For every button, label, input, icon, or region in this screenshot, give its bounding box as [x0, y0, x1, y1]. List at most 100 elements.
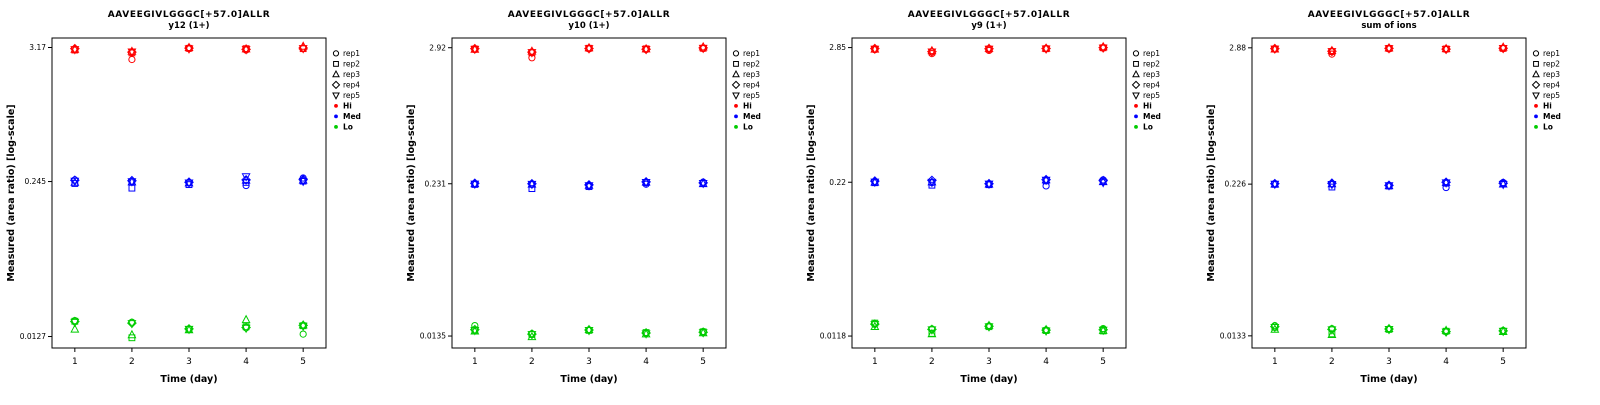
data-point-lo-rep3 — [241, 314, 251, 324]
data-point-lo-rep5 — [1098, 326, 1108, 336]
data-point-lo-rep5 — [927, 326, 937, 335]
data-point-hi-rep3 — [527, 46, 537, 55]
data-point-lo-rep5 — [698, 329, 708, 338]
chart-subtitle: y12 (1+) — [168, 21, 209, 31]
data-point-lo-rep5 — [1327, 326, 1337, 335]
data-point-med-rep2 — [528, 185, 536, 193]
chart-title: AAVEEGIVLGGGC[+57.0]ALLR — [108, 10, 271, 20]
legend-label-lo: Lo — [743, 123, 753, 132]
data-point-hi-rep3 — [241, 43, 251, 53]
legend-label-rep2: rep2 — [1143, 60, 1160, 69]
x-tick-label: 2 — [1329, 357, 1335, 367]
data-point-med-rep5 — [641, 179, 651, 188]
legend-marker-lo — [1134, 125, 1138, 129]
y-axis-label: Measured (area ratio) [log-scale] — [6, 104, 17, 281]
legend-label-med: Med — [743, 112, 761, 121]
data-point-lo-rep5 — [584, 327, 594, 336]
data-points — [69, 41, 309, 342]
legend-marker-med — [734, 114, 738, 119]
plot-box — [451, 37, 727, 349]
chart-panel-3: AAVEEGIVLGGGC[+57.0]ALLR y9 (1+) 2.85 0.22 0… — [800, 0, 1200, 400]
data-point-lo-rep5 — [1498, 327, 1508, 337]
data-point-med-rep5 — [927, 178, 937, 188]
data-point-med-rep5 — [1270, 180, 1280, 190]
x-axis-label: Time (day) — [1360, 374, 1417, 385]
data-point-lo-rep5 — [70, 318, 80, 328]
data-point-med-rep5 — [241, 173, 251, 182]
chart-subtitle: y10 (1+) — [568, 21, 609, 31]
legend-marker-rep4 — [1131, 80, 1141, 90]
chart-panel-2: AAVEEGIVLGGGC[+57.0]ALLR y10 (1+) 2.92 0.23… — [400, 0, 800, 400]
data-point-lo-rep5 — [127, 320, 137, 329]
legend-label-rep5: rep5 — [343, 91, 360, 100]
y-tick-label: 0.245 — [25, 177, 47, 186]
data-point-hi-rep5 — [1327, 48, 1337, 57]
chart-title: AAVEEGIVLGGGC[+57.0]ALLR — [908, 10, 1071, 20]
legend-label-lo: Lo — [1543, 123, 1553, 132]
legend-marker-lo — [734, 125, 738, 129]
chart-subtitle: y9 (1+) — [971, 21, 1006, 31]
data-point-lo-rep1 — [299, 330, 307, 338]
legend-label-rep5: rep5 — [1143, 91, 1160, 100]
data-point-hi-rep3 — [127, 46, 137, 55]
x-tick-label: 5 — [700, 357, 706, 367]
data-point-lo-rep5 — [1270, 323, 1280, 333]
legend-marker-rep1 — [1132, 50, 1140, 57]
data-point-med-rep5 — [1441, 179, 1451, 188]
legend-label-rep1: rep1 — [343, 49, 360, 58]
data-point-lo-rep3 — [984, 320, 994, 329]
y-tick-label: 2.92 — [429, 43, 446, 52]
legend-marker-rep2 — [1133, 61, 1139, 67]
legend-marker-rep3 — [732, 69, 740, 78]
y-tick-label: 0.226 — [1225, 180, 1247, 189]
data-point-med-rep5 — [470, 180, 480, 190]
x-tick-label: 1 — [872, 357, 878, 367]
data-point-hi-rep3 — [1327, 45, 1337, 55]
x-tick-label: 2 — [929, 357, 935, 367]
x-tick-label: 5 — [1500, 357, 1506, 367]
y-axis-label: Measured (area ratio) [log-scale] — [806, 104, 817, 281]
data-point-lo-rep3 — [584, 324, 594, 334]
data-point-hi-rep5 — [1041, 45, 1051, 54]
data-point-med-rep5 — [298, 177, 308, 187]
x-tick-label: 4 — [643, 357, 649, 367]
legend-marker-rep1 — [732, 50, 740, 57]
chart-title: AAVEEGIVLGGGC[+57.0]ALLR — [508, 10, 671, 20]
legend-label-rep3: rep3 — [343, 70, 360, 79]
data-point-lo-rep5 — [298, 322, 308, 332]
legend-marker-hi — [1134, 104, 1138, 108]
y-axis-label: Measured (area ratio) [log-scale] — [1206, 104, 1217, 281]
data-point-lo-rep5 — [1384, 326, 1394, 335]
data-point-med-rep5 — [984, 180, 994, 190]
data-point-hi-rep5 — [698, 44, 708, 54]
data-point-med-rep3 — [1441, 177, 1451, 186]
legend-label-lo: Lo — [343, 123, 353, 132]
data-point-med-rep5 — [698, 179, 708, 189]
legend-label-rep2: rep2 — [743, 60, 760, 69]
data-point-hi-rep5 — [1270, 45, 1280, 55]
data-points — [1269, 42, 1509, 339]
data-point-lo-rep5 — [984, 323, 994, 332]
data-point-med-rep5 — [870, 178, 880, 188]
y-tick-label: 0.231 — [425, 179, 447, 188]
y-tick-label: 0.0135 — [420, 332, 446, 341]
data-point-lo-rep5 — [184, 325, 194, 335]
y-tick-label: 0.0127 — [20, 332, 46, 341]
x-tick-label: 1 — [472, 357, 478, 367]
legend-label-rep1: rep1 — [1543, 49, 1560, 58]
legend-label-rep1: rep1 — [743, 49, 760, 58]
x-tick-label: 4 — [1443, 357, 1449, 367]
data-point-hi-rep5 — [127, 48, 137, 57]
x-tick-label: 2 — [529, 357, 535, 367]
legend-marker-rep3 — [1132, 69, 1140, 78]
data-point-med-rep5 — [527, 180, 537, 190]
legend-label-rep4: rep4 — [343, 81, 360, 90]
data-points — [469, 41, 709, 341]
legend-marker-med — [1134, 114, 1138, 119]
x-tick-label: 1 — [1272, 357, 1278, 367]
data-point-lo-rep3 — [127, 329, 137, 339]
